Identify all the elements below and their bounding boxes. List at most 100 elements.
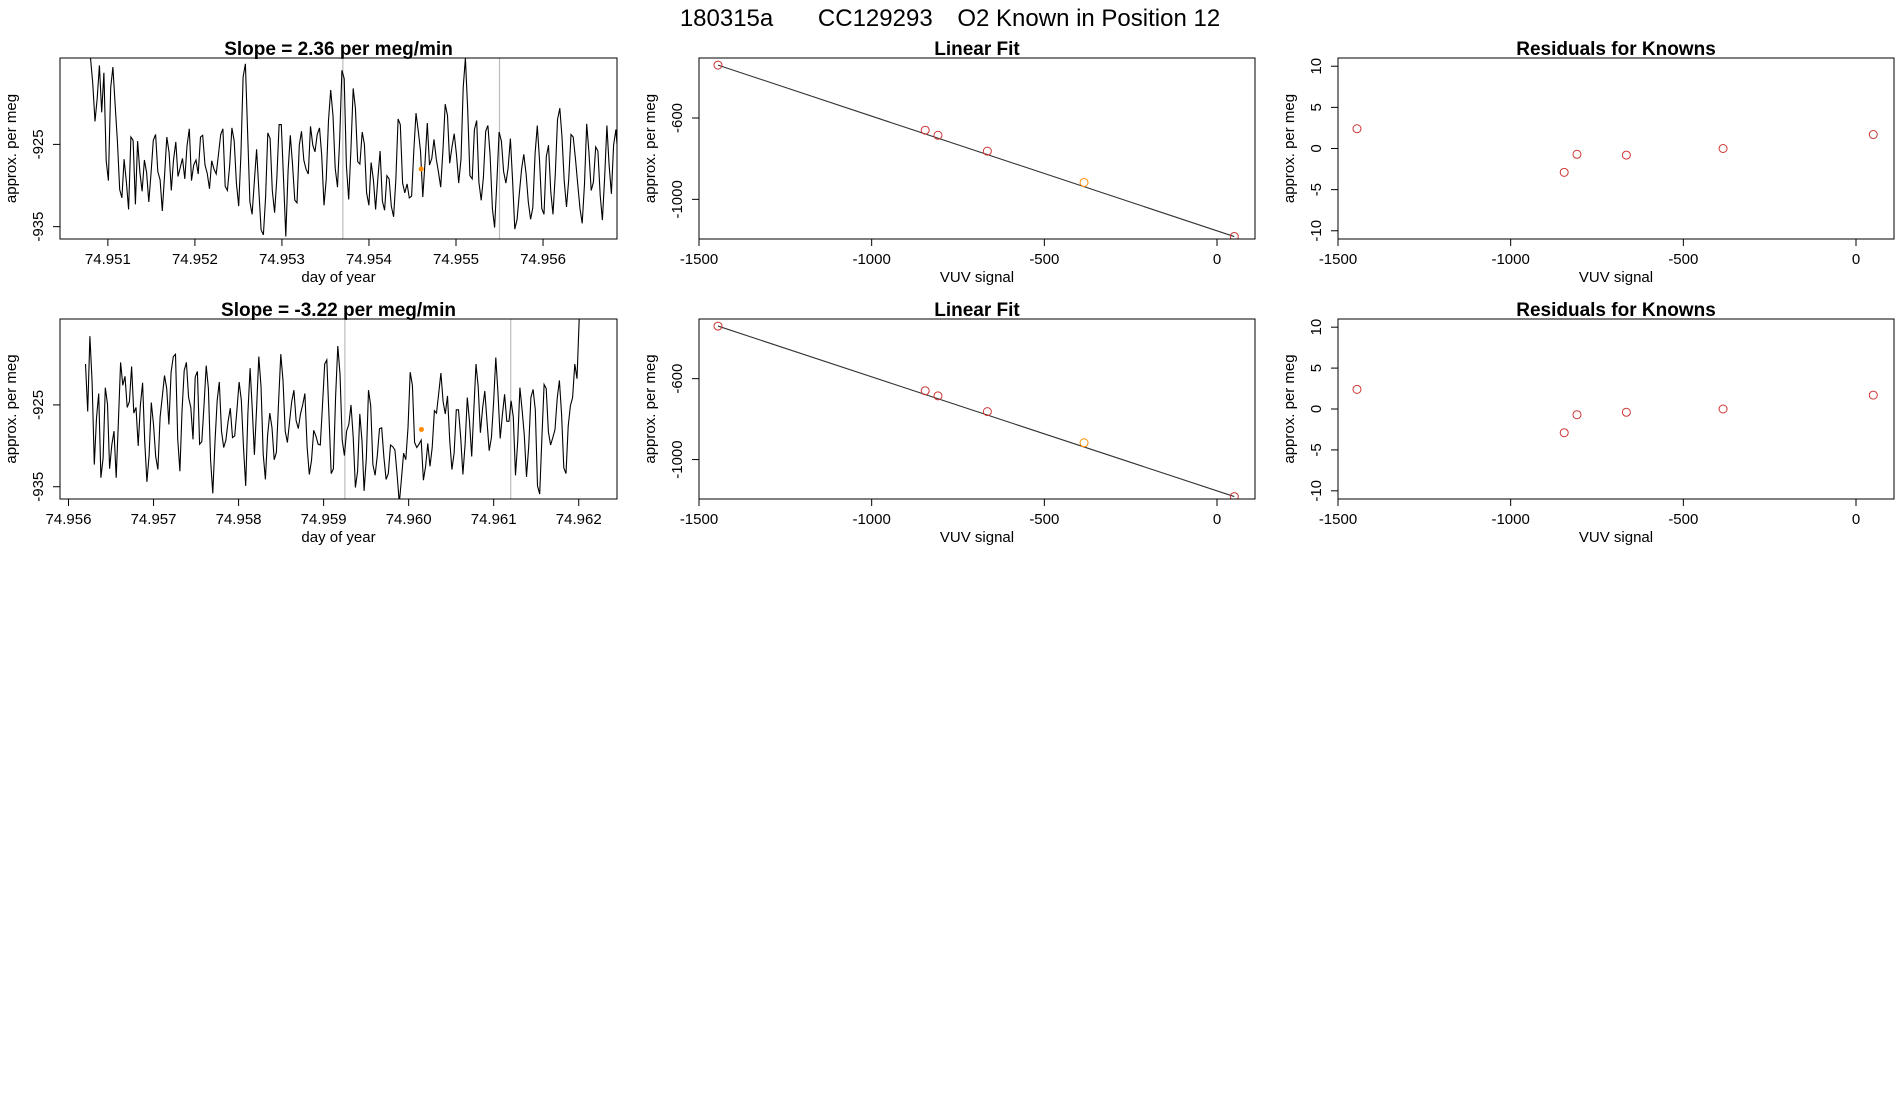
x-tick-label: 74.962 <box>556 511 602 528</box>
y-axis-label: approx. per meg <box>3 94 20 203</box>
fit-line <box>717 325 1235 498</box>
plot-res-bottom: Residuals for Knowns -1500 -1000 -500 0 -10 -5… <box>1281 300 1895 546</box>
data-point <box>920 386 930 396</box>
fit-line <box>717 64 1235 238</box>
plot-area <box>713 321 1239 499</box>
figure-header: 180315a CC129293 O2 Known in Position 12 <box>680 5 1220 32</box>
data-point <box>933 130 943 140</box>
x-tick-label: -1500 <box>680 251 718 268</box>
plot-frame <box>698 318 1256 500</box>
plot-title: Linear Fit <box>934 39 1020 60</box>
x-tick-label: 74.960 <box>386 511 432 528</box>
y-tick-label: 0 <box>1308 144 1325 152</box>
data-point <box>1079 438 1089 448</box>
data-point <box>1559 167 1569 177</box>
plot-fit-bottom: Linear Fit -1500 -1000 -500 0 -600 -1000 VUV si… <box>642 300 1256 546</box>
data-point <box>1868 390 1878 400</box>
x-axis-label: VUV signal <box>1579 269 1653 286</box>
x-tick-label: -500 <box>1668 251 1698 268</box>
plot-area <box>713 60 1239 239</box>
data-point <box>920 125 930 135</box>
data-point <box>1718 404 1728 414</box>
x-tick-label: -500 <box>1029 251 1059 268</box>
x-tick-label: 74.956 <box>520 251 566 268</box>
x-tick-label: 74.952 <box>172 251 218 268</box>
plot-fit-top: Linear Fit -1500 -1000 -500 0 -600 -1000 VUV si… <box>642 39 1256 286</box>
data-point <box>713 60 723 70</box>
plot-title: Linear Fit <box>934 300 1020 321</box>
x-axis-label: VUV signal <box>1579 529 1653 546</box>
x-tick-label: -1000 <box>852 511 890 528</box>
x-tick-label: 74.959 <box>301 511 347 528</box>
header-cylinder: CC129293 <box>818 5 933 32</box>
highlight-point <box>418 426 424 432</box>
plot-frame <box>698 57 1256 240</box>
data-point <box>1868 130 1878 140</box>
y-tick-label: -600 <box>669 364 686 394</box>
x-tick-label: 74.958 <box>216 511 262 528</box>
header-description: O2 Known in Position 12 <box>957 5 1220 32</box>
series-line <box>84 319 582 499</box>
highlight-point <box>418 166 424 172</box>
series-line <box>89 58 617 237</box>
x-tick-label: 74.957 <box>131 511 177 528</box>
x-tick-label: -1000 <box>1491 251 1529 268</box>
y-axis-label: approx. per meg <box>1281 354 1298 463</box>
y-axis-label: approx. per meg <box>1281 94 1298 203</box>
data-point <box>1229 492 1239 499</box>
data-point <box>1079 177 1089 187</box>
x-axis-label: VUV signal <box>940 529 1014 546</box>
x-tick-label: 0 <box>1213 511 1221 528</box>
y-tick-label: -1000 <box>669 180 686 218</box>
data-point <box>1572 410 1582 420</box>
y-tick-label: -925 <box>30 390 47 420</box>
plot-frame <box>59 318 618 500</box>
y-tick-label: -5 <box>1308 183 1325 196</box>
plot-ts-bottom: Slope = -3.22 per meg/min 74.956 74.957 74.… <box>3 300 618 546</box>
data-point <box>1229 232 1239 239</box>
x-tick-label: 74.961 <box>471 511 517 528</box>
header-run: 180315a <box>680 5 774 32</box>
plot-title: Residuals for Knowns <box>1516 300 1716 321</box>
x-tick-label: -500 <box>1668 511 1698 528</box>
plot-panels: Slope = 2.36 per meg/min 74.951 74.952 74.9… <box>3 39 1895 546</box>
y-tick-label: -10 <box>1308 220 1325 242</box>
x-tick-label: 0 <box>1852 511 1860 528</box>
data-point <box>1572 149 1582 159</box>
x-tick-label: 74.951 <box>85 251 131 268</box>
data-point <box>982 146 992 156</box>
y-tick-label: -935 <box>30 212 47 242</box>
data-point <box>933 391 943 401</box>
plot-area <box>1352 124 1878 177</box>
y-axis-label: approx. per meg <box>642 354 659 463</box>
y-tick-label: -5 <box>1308 443 1325 456</box>
x-tick-label: 74.956 <box>46 511 92 528</box>
x-tick-label: 0 <box>1213 251 1221 268</box>
x-tick-label: 74.953 <box>259 251 305 268</box>
plot-area <box>1352 384 1878 438</box>
plot-title: Slope = -3.22 per meg/min <box>221 300 456 321</box>
plot-title: Slope = 2.36 per meg/min <box>224 39 453 60</box>
data-point <box>1621 407 1631 417</box>
y-tick-label: 0 <box>1308 405 1325 413</box>
y-tick-label: -925 <box>30 129 47 159</box>
x-tick-label: -1500 <box>1319 251 1357 268</box>
y-tick-label: 5 <box>1308 103 1325 111</box>
y-axis-label: approx. per meg <box>642 94 659 203</box>
y-tick-label: 10 <box>1308 58 1325 75</box>
data-point <box>982 407 992 417</box>
plot-res-top: Residuals for Knowns -1500 -1000 -500 0 -10 -5… <box>1281 39 1895 286</box>
plot-title: Residuals for Knowns <box>1516 39 1716 60</box>
x-tick-label: 74.954 <box>346 251 392 268</box>
y-tick-label: -1000 <box>669 440 686 478</box>
data-point <box>1559 428 1569 438</box>
x-tick-label: -1500 <box>1319 511 1357 528</box>
data-point <box>1621 150 1631 160</box>
plot-ts-top: Slope = 2.36 per meg/min 74.951 74.952 74.9… <box>3 39 618 286</box>
plot-frame <box>1337 318 1895 500</box>
plot-area <box>84 319 582 499</box>
plot-frame <box>59 57 618 240</box>
x-axis-label: day of year <box>301 529 375 546</box>
x-axis-label: day of year <box>301 269 375 286</box>
